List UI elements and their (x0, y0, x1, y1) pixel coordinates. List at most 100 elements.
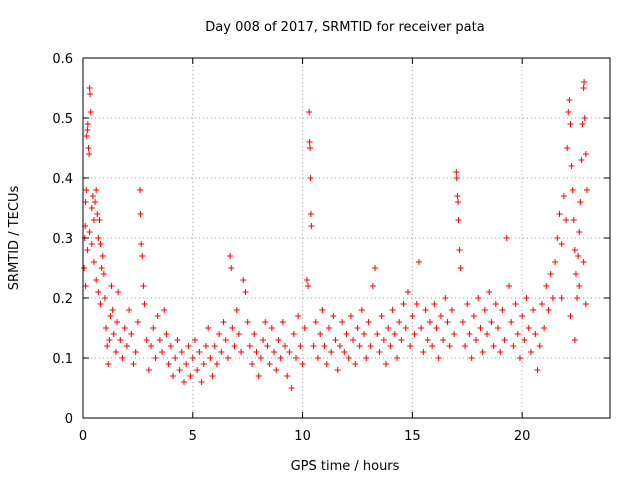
data-point (213, 361, 220, 367)
data-point (538, 301, 545, 307)
data-point (454, 193, 461, 199)
data-point (172, 355, 179, 361)
data-point (510, 343, 517, 349)
data-point (178, 349, 185, 355)
x-tick-label: 0 (79, 429, 87, 444)
data-point (448, 307, 455, 313)
data-point (512, 301, 519, 307)
data-point (549, 295, 556, 301)
data-point (341, 349, 348, 355)
data-point (95, 289, 102, 295)
data-point (332, 337, 339, 343)
data-point (266, 361, 273, 367)
data-point (95, 235, 102, 241)
data-point (490, 343, 497, 349)
data-point (345, 355, 352, 361)
data-points (81, 79, 590, 391)
data-point (209, 373, 216, 379)
data-point (101, 295, 108, 301)
data-point (255, 373, 262, 379)
data-point (211, 343, 218, 349)
data-point (387, 343, 394, 349)
data-point (431, 301, 438, 307)
data-point (109, 307, 116, 313)
data-point (86, 229, 93, 235)
data-point (310, 343, 317, 349)
data-point (138, 241, 145, 247)
data-point (569, 187, 576, 193)
y-tick-label: 0.3 (52, 232, 73, 247)
data-point (89, 193, 96, 199)
data-point (107, 313, 114, 319)
data-point (437, 313, 444, 319)
y-tick-label: 0.4 (52, 172, 73, 187)
data-point (492, 301, 499, 307)
data-point (238, 349, 245, 355)
data-point (306, 139, 313, 145)
data-point (227, 253, 234, 259)
data-point (202, 343, 209, 349)
data-point (459, 319, 466, 325)
data-point (567, 313, 574, 319)
data-point (134, 319, 141, 325)
data-point (356, 343, 363, 349)
data-point (92, 199, 99, 205)
data-point (514, 331, 521, 337)
data-point (97, 301, 104, 307)
data-point (554, 235, 561, 241)
data-point (583, 187, 590, 193)
data-point (581, 79, 588, 85)
data-point (148, 343, 155, 349)
data-point (314, 355, 321, 361)
data-point (264, 343, 271, 349)
data-point (385, 325, 392, 331)
data-point (481, 307, 488, 313)
data-point (94, 211, 101, 217)
data-point (571, 337, 578, 343)
data-point (231, 343, 238, 349)
data-point (462, 343, 469, 349)
data-point (560, 193, 567, 199)
data-point (97, 241, 104, 247)
data-point (456, 247, 463, 253)
data-point (400, 301, 407, 307)
data-point (85, 145, 92, 151)
x-axis-label: GPS time / hours (291, 459, 400, 474)
data-point (305, 283, 312, 289)
data-point (220, 319, 227, 325)
data-point (354, 325, 361, 331)
data-point (442, 295, 449, 301)
data-point (307, 211, 314, 217)
y-tick-label: 0.2 (52, 292, 73, 307)
data-point (499, 307, 506, 313)
data-point (575, 253, 582, 259)
data-point (229, 325, 236, 331)
data-point (525, 325, 532, 331)
data-point (224, 355, 231, 361)
y-tick-label: 0.1 (52, 352, 73, 367)
data-point (106, 337, 113, 343)
data-point (194, 367, 201, 373)
data-point (198, 379, 205, 385)
data-point (86, 85, 93, 91)
data-point (303, 277, 310, 283)
data-point (222, 337, 229, 343)
data-point (112, 349, 119, 355)
data-point (145, 367, 152, 373)
data-point (277, 355, 284, 361)
data-point (117, 337, 124, 343)
data-point (119, 355, 126, 361)
data-point (103, 325, 110, 331)
data-point (235, 331, 242, 337)
data-point (391, 331, 398, 337)
data-point (433, 325, 440, 331)
data-point (519, 313, 526, 319)
data-point (582, 151, 589, 157)
data-point (100, 271, 107, 277)
data-point (84, 121, 91, 127)
data-point (290, 331, 297, 337)
data-point (420, 349, 427, 355)
data-point (532, 331, 539, 337)
data-point (380, 337, 387, 343)
